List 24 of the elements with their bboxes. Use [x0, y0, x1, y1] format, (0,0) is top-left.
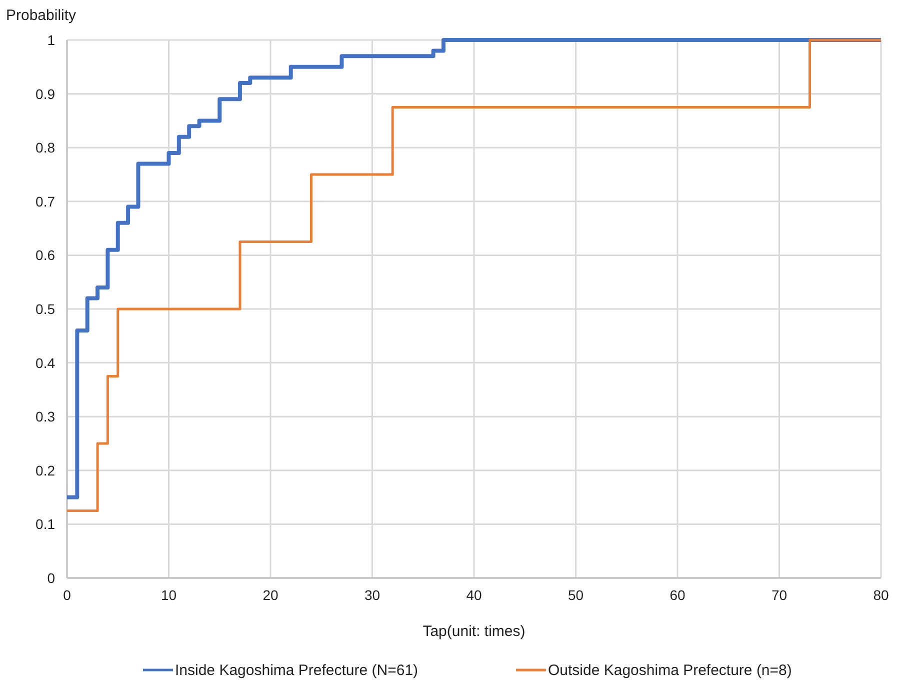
- x-tick-label: 40: [466, 587, 482, 603]
- y-tick-label: 0.7: [36, 193, 56, 210]
- x-tick-label: 70: [771, 587, 788, 603]
- x-tick-label: 30: [364, 587, 380, 603]
- legend-label: Inside Kagoshima Prefecture (N=61): [175, 662, 418, 679]
- y-tick-label: 1: [47, 32, 56, 48]
- x-axis-title: Tap(unit: times): [422, 623, 526, 640]
- x-tick-label: 10: [160, 587, 177, 603]
- y-tick-label: 0: [47, 570, 56, 586]
- y-tick-label: 0.1: [36, 516, 56, 532]
- x-tick-label: 20: [262, 587, 278, 603]
- y-tick-label: 0.3: [36, 408, 56, 425]
- y-tick-label: 0.6: [36, 247, 56, 264]
- y-tick-label: 0.5: [36, 301, 56, 317]
- x-tick-label: 0: [63, 587, 72, 603]
- y-tick-label: 0.8: [36, 140, 56, 156]
- legend-label: Outside Kagoshima Prefecture (n=8): [548, 662, 792, 679]
- y-axis-title: Probability: [6, 7, 77, 24]
- x-tick-label: 60: [670, 587, 686, 603]
- y-tick-label: 0.4: [36, 354, 56, 371]
- x-tick-label: 80: [873, 587, 889, 603]
- y-tick-label: 0.9: [36, 86, 56, 102]
- x-tick-label: 50: [568, 587, 584, 603]
- y-tick-label: 0.2: [36, 462, 56, 478]
